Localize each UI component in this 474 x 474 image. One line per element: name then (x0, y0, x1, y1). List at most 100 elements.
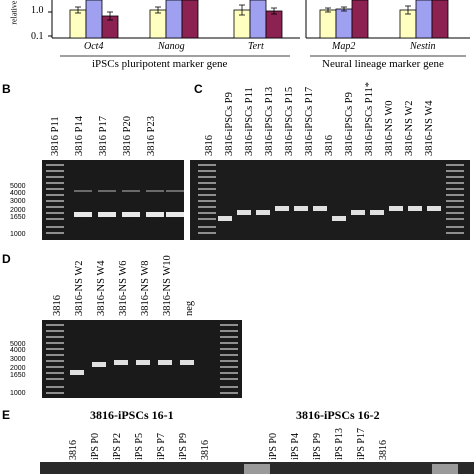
ladder-band (46, 232, 64, 234)
ladder-band (46, 218, 64, 220)
ladder-band (46, 188, 64, 190)
ladder-band (446, 212, 464, 214)
gel-band (166, 212, 184, 217)
bar-map2-3 (351, 0, 369, 39)
gel-band (427, 206, 441, 211)
gel-e-ladder-band-1 (244, 464, 270, 474)
gel-band (408, 206, 422, 211)
gel-band (122, 212, 140, 217)
lane-label: 3816-iPSCs P9 (344, 92, 355, 156)
lane-label: 3816 (324, 135, 335, 156)
ladder-band (46, 386, 64, 388)
ladder-band (198, 200, 216, 202)
ladder-band (198, 170, 216, 172)
ladder-band (198, 188, 216, 190)
ladder-band (446, 206, 464, 208)
gel-band-faint (98, 190, 116, 192)
ladder-band (446, 232, 464, 234)
ladder-band (46, 324, 64, 326)
lane-label: 3816-iPSCs P9 (224, 92, 235, 156)
gel-c (190, 160, 470, 240)
ladder-band (46, 354, 64, 356)
ladder-band (46, 206, 64, 208)
lane-label: iPS P5 (134, 433, 145, 460)
ladder-band (220, 372, 238, 374)
ladder-band (46, 182, 64, 184)
panel-letter-e: E (2, 408, 11, 422)
size-marker-label: 4000 (10, 190, 26, 197)
lane-label: 3816-NS W4 (424, 100, 435, 156)
ladder-band (46, 330, 64, 332)
gene-label-map2: Map2 (332, 41, 356, 52)
lane-label: 3816-NS W0 (384, 100, 395, 156)
lane-label: 3816-iPSCs P17 (304, 86, 315, 156)
ladder-band (446, 200, 464, 202)
gel-band (114, 360, 128, 365)
group-label-pluripotent: iPSCs pluripotent marker gene (92, 58, 228, 70)
group-label-neural: Neural lineage marker gene (322, 58, 444, 70)
gel-band (70, 370, 84, 375)
lane-label: 3816 (378, 440, 389, 460)
lane-label: neg (184, 300, 195, 316)
ladder-band (46, 378, 64, 380)
ladder-band (198, 206, 216, 208)
bar-oct4-2 (85, 0, 103, 39)
ladder-band (46, 200, 64, 202)
lane-label: 3816-iPSCs P11 (244, 87, 255, 156)
panel-letter-b: B (2, 82, 11, 96)
size-marker-label: 3000 (10, 198, 26, 205)
ladder-band (446, 164, 464, 166)
ladder-band (198, 194, 216, 196)
ladder-band (46, 360, 64, 362)
lane-label: iPS P7 (156, 433, 167, 460)
ladder-band (446, 218, 464, 220)
ladder-band (46, 176, 64, 178)
gene-label-nestin: Nestin (410, 41, 436, 52)
bar-nanog-3 (181, 0, 199, 39)
bar-oct4-1 (69, 9, 87, 39)
group2-title: 3816-iPSCs 16-2 (296, 408, 380, 422)
lane-label: 3816 P20 (122, 116, 133, 156)
size-marker-label: 1650 (10, 372, 26, 379)
ladder-band (220, 386, 238, 388)
ladder-band (220, 336, 238, 338)
ladder-band (198, 232, 216, 234)
ladder-band (46, 212, 64, 214)
gel-band (74, 212, 92, 217)
ladder-band (46, 170, 64, 172)
gel-e (40, 462, 474, 474)
lane-label: 3816 P17 (98, 116, 109, 156)
gel-band (237, 210, 251, 215)
ladder-band (198, 164, 216, 166)
lane-label: 3816-NS W10 (162, 255, 173, 316)
bar-nanog-1 (149, 9, 167, 39)
ladder-band (46, 372, 64, 374)
ladder-band (220, 342, 238, 344)
lane-label: 3816 (68, 440, 79, 460)
bar-map2-1 (319, 9, 337, 39)
gel-band-faint (74, 190, 92, 192)
lane-label: iPS P2 (112, 433, 123, 460)
gel-band (146, 212, 164, 217)
ytick-1: 1.0 (31, 5, 44, 16)
lane-label: 3816-NS W2 (404, 100, 415, 156)
error-bars (75, 4, 411, 21)
gel-band (98, 212, 116, 217)
ladder-band (220, 324, 238, 326)
lane-label: 3816-NS W8 (140, 260, 151, 316)
gel-band-faint (146, 190, 164, 192)
size-marker-label: 2000 (10, 207, 26, 214)
gel-band-faint (166, 190, 184, 192)
lane-label: iPS P0 (268, 433, 279, 460)
ladder-band (46, 194, 64, 196)
size-marker-label: 1000 (10, 231, 26, 238)
gel-band (370, 210, 384, 215)
gene-label-nanog: Nanog (158, 41, 185, 52)
bar-map2-2 (335, 8, 353, 39)
ladder-band (46, 366, 64, 368)
gel-band (389, 206, 403, 211)
lane-label: 3816-NS W6 (118, 260, 129, 316)
ladder-band (198, 212, 216, 214)
ladder-band (220, 348, 238, 350)
